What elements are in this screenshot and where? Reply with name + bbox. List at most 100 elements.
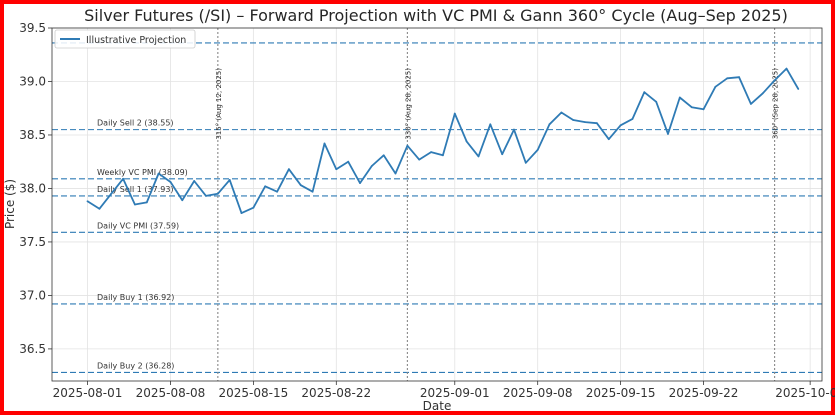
y-tick-label: 36.5 (19, 342, 46, 356)
data-point (98, 207, 101, 210)
y-tick-label: 39.5 (19, 21, 46, 35)
data-point (536, 149, 539, 151)
data-point (86, 200, 89, 203)
data-point (750, 103, 752, 105)
data-point (643, 91, 646, 94)
data-point (276, 190, 278, 193)
data-point (702, 108, 705, 111)
data-point (619, 124, 622, 127)
level-label: Daily VC PMI (37.59) (97, 221, 179, 230)
y-tick-label: 37.5 (19, 235, 46, 249)
data-point (596, 122, 598, 125)
y-tick-label: 38.0 (19, 181, 46, 195)
data-point (524, 161, 527, 164)
y-tick-label: 37.0 (19, 288, 46, 302)
data-point (288, 168, 290, 171)
cycle-label: 330° (Aug 28, 2025) (404, 68, 412, 140)
data-point (477, 155, 480, 158)
gann-cycle-lines: 315° (Aug 12, 2025) 330° (Aug 28, 2025) 36… (215, 28, 780, 381)
x-tick-label: 2025-08-15 (219, 386, 289, 400)
x-tick-label: 2025-09-01 (420, 386, 490, 400)
data-point (797, 88, 800, 90)
data-point (442, 154, 444, 157)
cycle-label: 360° (Sep 28, 2025) (772, 68, 780, 139)
x-tick-label: 2025-10-01 (775, 386, 835, 400)
data-point (690, 106, 693, 109)
data-point (216, 192, 219, 195)
data-point (122, 177, 124, 180)
data-point (240, 212, 243, 215)
data-point (678, 96, 681, 99)
data-point (513, 128, 515, 131)
data-point (418, 158, 421, 161)
data-point (501, 153, 504, 156)
data-point (382, 154, 385, 157)
x-axis-ticks: 2025-08-01 2025-08-08 2025-08-15 2025-08-22… (53, 381, 835, 400)
level-label: Daily Buy 2 (36.28) (97, 361, 174, 370)
data-point (157, 172, 160, 175)
data-point (145, 201, 148, 204)
y-tick-label: 38.5 (19, 128, 46, 142)
x-tick-label: 2025-09-08 (503, 386, 573, 400)
data-point (453, 112, 456, 115)
data-point (607, 138, 610, 141)
data-point (430, 151, 432, 154)
data-point (584, 121, 586, 123)
data-point (726, 77, 729, 80)
data-point (347, 160, 350, 163)
x-tick-label: 2025-08-08 (136, 386, 206, 400)
legend: Illustrative Projection (54, 29, 196, 49)
price-levels: Daily Sell 2 (38.55) Weekly VC PMI (38.09… (52, 42, 822, 373)
data-point (205, 195, 207, 197)
data-point (714, 85, 717, 88)
legend-entry: Illustrative Projection (86, 35, 186, 46)
data-point (110, 192, 113, 195)
grid-lines (52, 27, 822, 381)
y-axis-ticks: 36.5 37.0 37.5 38.0 38.5 39.0 39.5 (19, 21, 52, 356)
chart-title: Silver Futures (/SI) – Forward Projectio… (84, 6, 788, 25)
data-point (773, 79, 776, 82)
y-tick-label: 39.0 (19, 74, 46, 88)
data-point (761, 92, 764, 95)
legend-box (54, 29, 196, 49)
level-label: Daily Sell 1 (37.93) (97, 185, 174, 194)
y-axis-label: Price ($) (3, 179, 17, 229)
level-label: Daily Sell 2 (38.55) (97, 119, 174, 128)
data-point (465, 140, 468, 143)
x-axis-label: Date (423, 399, 452, 413)
series-line (87, 67, 800, 215)
plot-frame (51, 27, 823, 382)
data-point (370, 165, 373, 167)
x-tick-label: 2025-08-01 (53, 386, 123, 400)
data-point (655, 100, 658, 103)
cycle-label: 315° (Aug 12, 2025) (215, 68, 223, 140)
data-point (548, 123, 551, 126)
data-point (359, 182, 361, 185)
data-point (252, 206, 255, 209)
x-tick-label: 2025-08-22 (301, 386, 371, 400)
data-point (785, 67, 788, 70)
data-point (323, 142, 326, 145)
projection-series (86, 67, 800, 215)
data-point (311, 190, 314, 193)
data-point (631, 118, 634, 120)
x-tick-label: 2025-09-22 (669, 386, 739, 400)
data-point (335, 168, 338, 171)
data-point (264, 185, 267, 188)
x-tick-label: 2025-09-15 (586, 386, 656, 400)
data-point (560, 111, 563, 114)
data-point (394, 172, 397, 175)
data-point (181, 199, 184, 202)
data-point (572, 119, 575, 121)
level-label: Weekly VC PMI (38.09) (97, 168, 188, 177)
data-point (738, 76, 740, 79)
data-point (169, 181, 172, 183)
data-point (406, 144, 409, 147)
data-point (193, 180, 196, 182)
data-point (299, 184, 302, 187)
data-point (134, 203, 136, 206)
level-label: Daily Buy 1 (36.92) (97, 293, 174, 302)
data-point (667, 133, 669, 135)
